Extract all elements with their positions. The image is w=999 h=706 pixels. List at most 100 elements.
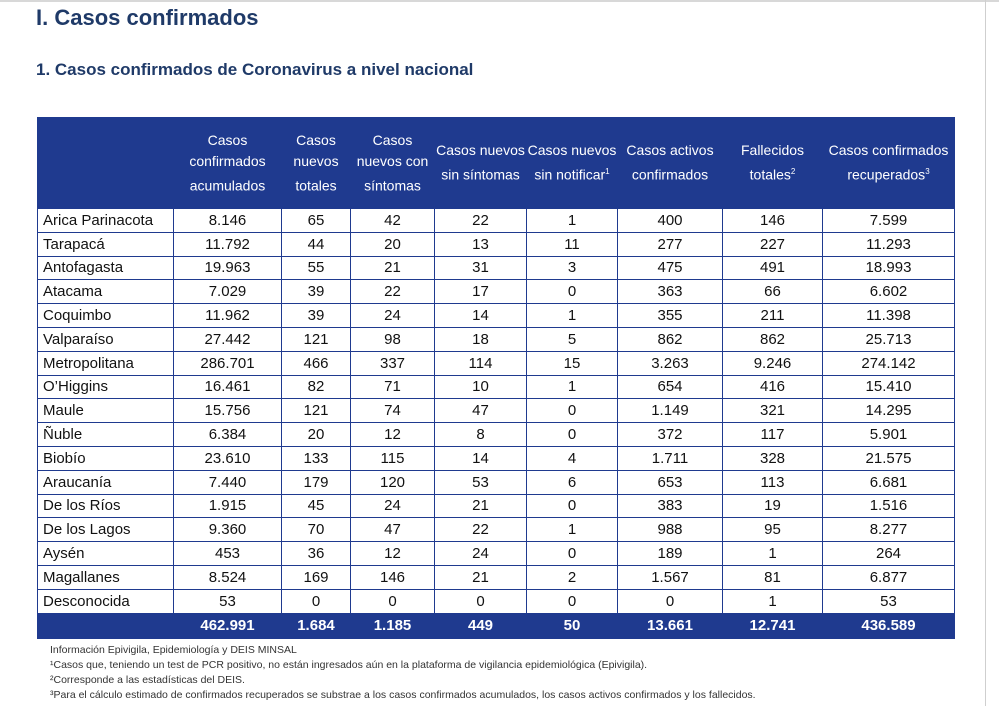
header-col: Casos nuevos sin notificar1 xyxy=(526,117,618,209)
value-cell: 11.962 xyxy=(173,303,282,328)
value-cell: 114 xyxy=(434,350,527,376)
header-col: Casos confirmados acumulados xyxy=(173,117,282,209)
value-cell: 47 xyxy=(350,517,435,543)
value-cell: 19.963 xyxy=(173,255,282,281)
footnote-2: ²Corresponde a las estadísticas del DEIS… xyxy=(50,674,245,686)
value-cell: 12 xyxy=(350,422,435,447)
region-name: Valparaíso xyxy=(37,326,174,352)
value-cell: 2 xyxy=(526,564,618,590)
value-cell: 39 xyxy=(281,303,351,328)
header-col: Casos confirmados recuperados3 xyxy=(822,117,955,209)
value-cell: 11 xyxy=(526,231,618,257)
footnote-3: ³Para el cálculo estimado de confirmados… xyxy=(50,689,756,701)
value-cell: 81 xyxy=(722,564,823,590)
value-cell: 13 xyxy=(434,231,527,257)
header-label: Casos confirmados recuperados xyxy=(828,142,949,183)
header-col: Casos nuevos sin síntomas xyxy=(434,117,527,209)
value-cell: 11.792 xyxy=(173,231,282,257)
value-cell: 264 xyxy=(822,541,955,566)
footnote-mark: 2 xyxy=(790,167,796,177)
value-cell: 1.915 xyxy=(173,493,282,519)
value-cell: 1 xyxy=(722,541,823,566)
region-name: Antofagasta xyxy=(37,255,174,281)
value-cell: 22 xyxy=(350,279,435,305)
table-body: Arica Parinacota 8.146 65 42 22 1 400 146 7.599 T… xyxy=(37,208,955,614)
table-row: Tarapacá 11.792 44 20 13 11 277 227 11.293 xyxy=(37,231,955,257)
table-row: Coquimbo 11.962 39 24 14 1 355 211 11.398 xyxy=(37,303,955,328)
header-col: Casos nuevos con síntomas xyxy=(350,117,435,209)
value-cell: 321 xyxy=(722,398,823,424)
value-cell: 8 xyxy=(434,422,527,447)
value-cell: 20 xyxy=(350,231,435,257)
region-name: Atacama xyxy=(37,279,174,305)
section-title: I. Casos confirmados xyxy=(36,5,259,30)
value-cell: 53 xyxy=(173,588,282,614)
value-cell: 1 xyxy=(526,208,618,233)
region-name: Metropolitana xyxy=(37,350,174,376)
value-cell: 21 xyxy=(350,255,435,281)
table-row: Desconocida 53 0 0 0 0 0 1 53 xyxy=(37,588,955,614)
total-cell: 449 xyxy=(434,612,527,639)
value-cell: 383 xyxy=(617,493,723,519)
value-cell: 355 xyxy=(617,303,723,328)
value-cell: 0 xyxy=(350,588,435,614)
value-cell: 24 xyxy=(350,493,435,519)
table-row: Maule 15.756 121 74 47 0 1.149 321 14.295 xyxy=(37,398,955,424)
value-cell: 1 xyxy=(526,517,618,543)
header-label: Casos nuevos con síntomas xyxy=(356,131,429,194)
table-row: Biobío 23.610 133 115 14 4 1.711 328 21.575 xyxy=(37,445,955,471)
region-name: Ñuble xyxy=(37,422,174,447)
value-cell: 18.993 xyxy=(822,255,955,281)
value-cell: 21 xyxy=(434,493,527,519)
value-cell: 416 xyxy=(722,374,823,400)
header-label: Casos nuevos totales xyxy=(293,131,339,194)
value-cell: 0 xyxy=(526,588,618,614)
value-cell: 115 xyxy=(350,445,435,471)
header-col: Casos nuevos totales xyxy=(281,117,351,209)
value-cell: 20 xyxy=(281,422,351,447)
total-cell: 436.589 xyxy=(822,612,955,639)
value-cell: 95 xyxy=(722,517,823,543)
value-cell: 0 xyxy=(281,588,351,614)
region-name: Magallanes xyxy=(37,564,174,590)
region-name: O’Higgins xyxy=(37,374,174,400)
header-row: Casos confirmados acumulados Casos nuevo… xyxy=(37,117,955,209)
value-cell: 22 xyxy=(434,517,527,543)
value-cell: 45 xyxy=(281,493,351,519)
total-cell: 1.185 xyxy=(350,612,435,639)
value-cell: 189 xyxy=(617,541,723,566)
region-name: De los Ríos xyxy=(37,493,174,519)
value-cell: 0 xyxy=(526,422,618,447)
value-cell: 466 xyxy=(281,350,351,376)
table-row: Valparaíso 27.442 121 98 18 5 862 862 25.713 xyxy=(37,326,955,352)
value-cell: 491 xyxy=(722,255,823,281)
value-cell: 146 xyxy=(722,208,823,233)
value-cell: 65 xyxy=(281,208,351,233)
value-cell: 53 xyxy=(822,588,955,614)
value-cell: 133 xyxy=(281,445,351,471)
value-cell: 0 xyxy=(617,588,723,614)
value-cell: 23.610 xyxy=(173,445,282,471)
value-cell: 1.516 xyxy=(822,493,955,519)
value-cell: 121 xyxy=(281,326,351,352)
value-cell: 1.567 xyxy=(617,564,723,590)
value-cell: 74 xyxy=(350,398,435,424)
region-name: Coquimbo xyxy=(37,303,174,328)
value-cell: 113 xyxy=(722,469,823,495)
value-cell: 15.756 xyxy=(173,398,282,424)
region-name: De los Lagos xyxy=(37,517,174,543)
value-cell: 21 xyxy=(434,564,527,590)
value-cell: 363 xyxy=(617,279,723,305)
value-cell: 5.901 xyxy=(822,422,955,447)
value-cell: 42 xyxy=(350,208,435,233)
table-row: Arica Parinacota 8.146 65 42 22 1 400 146 7.599 xyxy=(37,208,955,233)
value-cell: 14 xyxy=(434,445,527,471)
header-label: Casos nuevos sin síntomas xyxy=(436,142,525,183)
value-cell: 372 xyxy=(617,422,723,447)
value-cell: 120 xyxy=(350,469,435,495)
value-cell: 0 xyxy=(526,398,618,424)
value-cell: 98 xyxy=(350,326,435,352)
value-cell: 146 xyxy=(350,564,435,590)
value-cell: 14.295 xyxy=(822,398,955,424)
value-cell: 8.277 xyxy=(822,517,955,543)
